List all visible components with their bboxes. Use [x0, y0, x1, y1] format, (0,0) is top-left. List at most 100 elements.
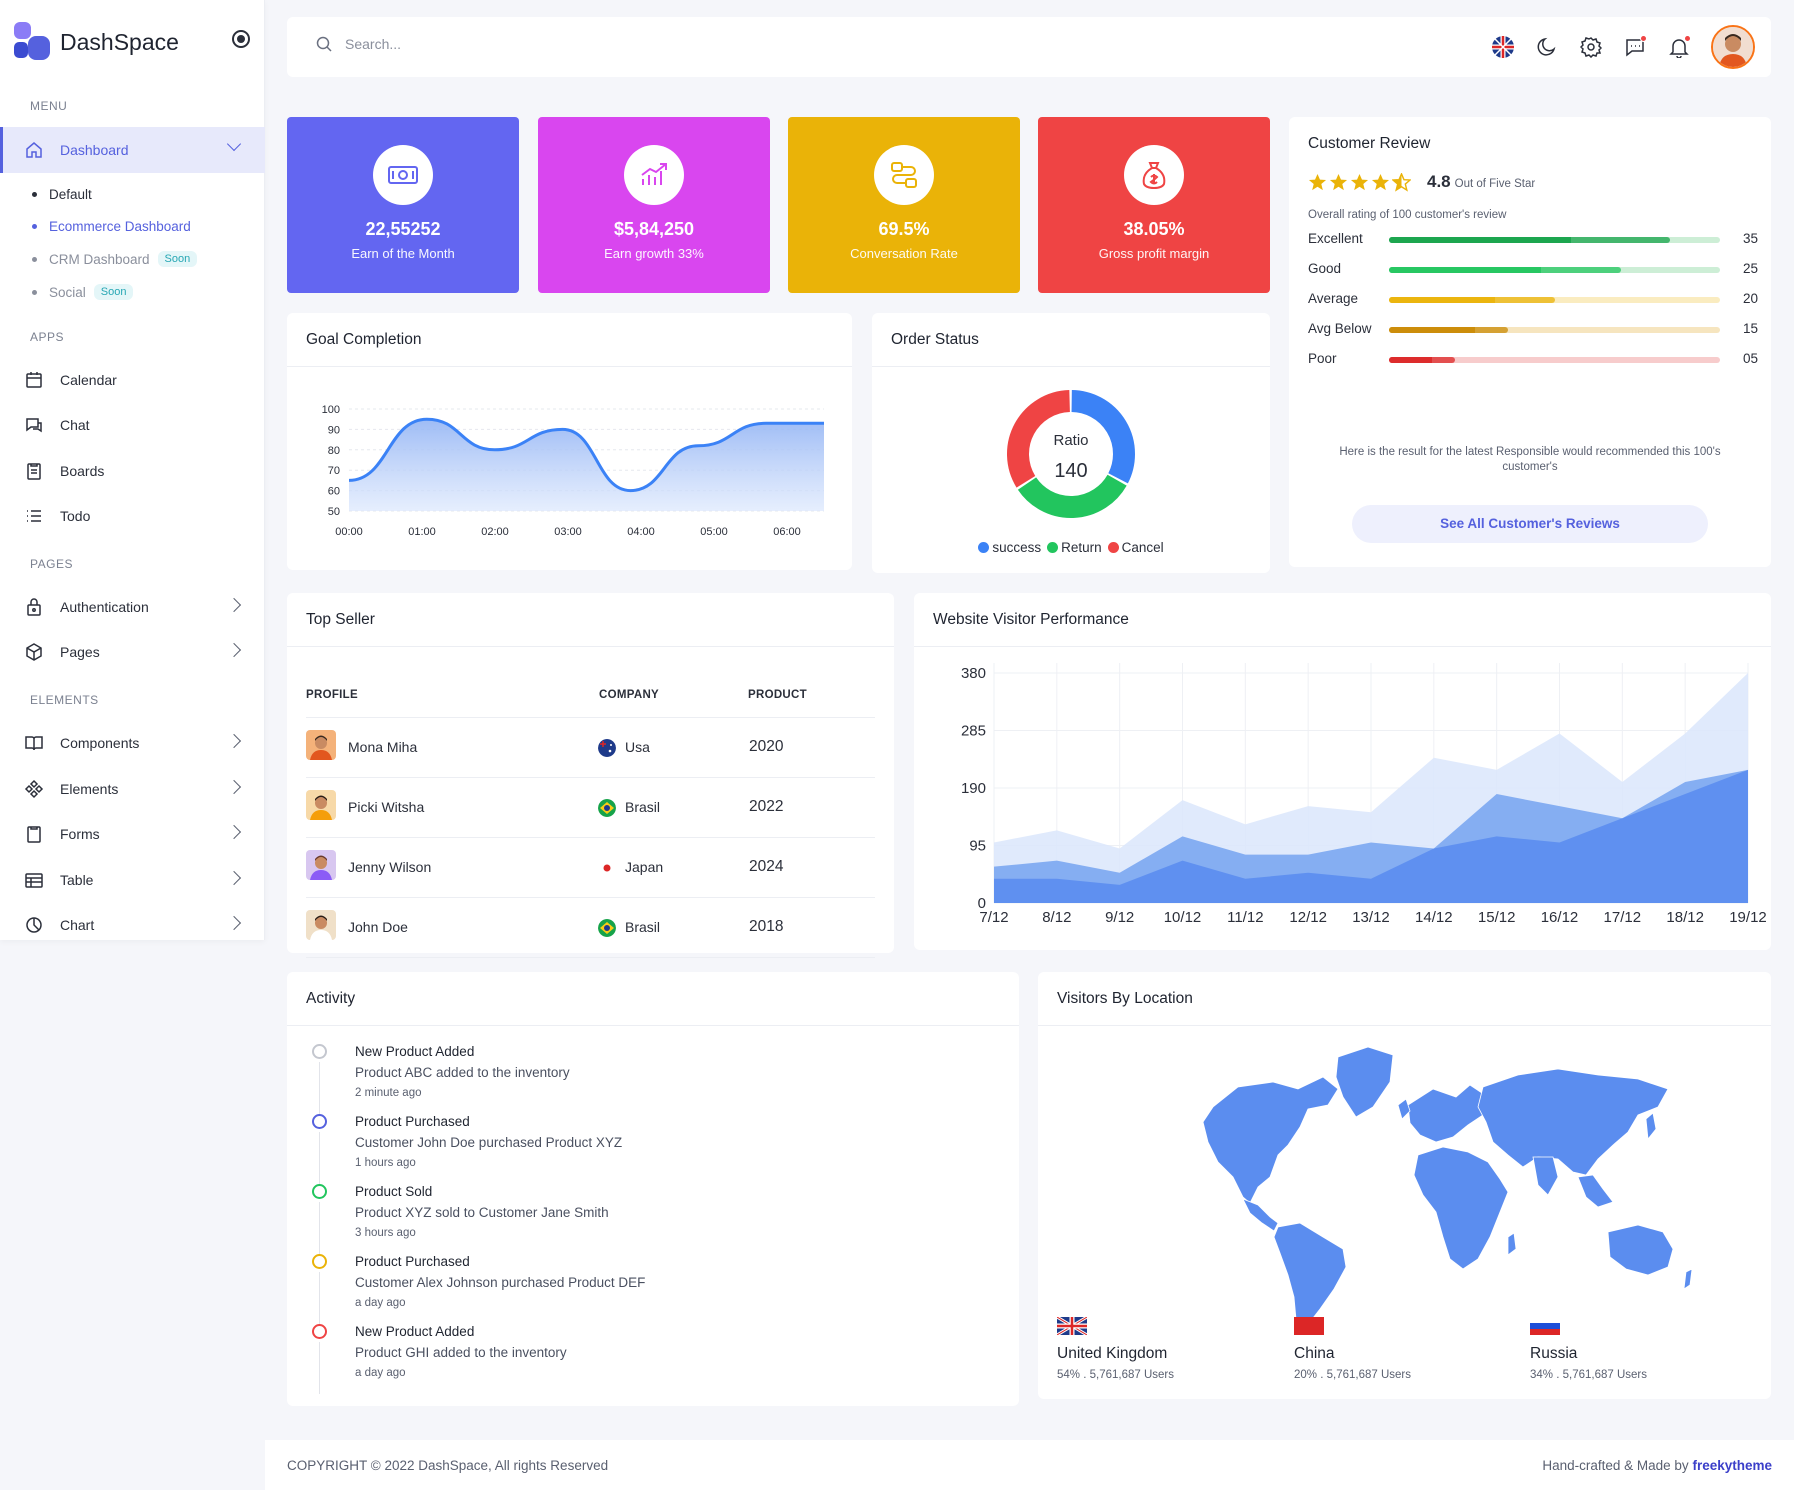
- activity-description: Product XYZ sold to Customer Jane Smith: [355, 1205, 609, 1220]
- bell-icon[interactable]: [1667, 35, 1691, 59]
- top-seller-card: Top Seller PROFILE COMPANY PRODUCT Mona …: [287, 593, 894, 958]
- star-icon: [1350, 173, 1369, 190]
- elements-section-label: ELEMENTS: [30, 693, 99, 707]
- sidebar-item-pages[interactable]: Pages: [0, 629, 265, 675]
- activity-time: 3 hours ago: [355, 1227, 416, 1239]
- sub-item-label: Ecommerce Dashboard: [49, 219, 191, 234]
- timeline-dot: [312, 1184, 327, 1199]
- notification-dot: [1684, 35, 1691, 42]
- sidebar-item-table[interactable]: Table: [0, 857, 265, 903]
- form-clipboard-icon: [24, 824, 44, 844]
- x-tick-label: 03:00: [554, 526, 582, 538]
- sidebar-item-components[interactable]: Components: [0, 720, 265, 766]
- moon-icon[interactable]: [1535, 35, 1559, 59]
- seller-name: Jenny Wilson: [348, 859, 432, 875]
- timeline-line: [319, 1202, 320, 1254]
- location-name: China: [1294, 1345, 1335, 1362]
- seller-avatar: [306, 730, 336, 760]
- y-tick-label: 50: [328, 506, 340, 518]
- table-row[interactable]: Jenny Wilson Japan 2024: [306, 837, 875, 897]
- x-tick-label: 18/12: [1666, 909, 1704, 926]
- activity-title: New Product Added: [355, 1044, 475, 1059]
- x-tick-label: 7/12: [979, 909, 1008, 926]
- sidebar-sub-crm[interactable]: CRM Dashboard Soon: [32, 251, 198, 267]
- stat-label: Earn growth 33%: [604, 246, 704, 261]
- brazil-flag-icon: [598, 919, 616, 937]
- sidebar-sub-default[interactable]: Default: [32, 187, 92, 202]
- star-half-icon: [1392, 172, 1411, 192]
- stat-value: $5,84,250: [613, 219, 695, 239]
- author-link[interactable]: freekytheme: [1692, 1458, 1772, 1473]
- sidebar-toggle-icon[interactable]: [232, 30, 250, 48]
- sidebar-item-dashboard[interactable]: Dashboard: [0, 127, 265, 173]
- x-tick-label: 04:00: [627, 526, 655, 538]
- search-bar[interactable]: [315, 35, 645, 53]
- sidebar-item-chat[interactable]: Chat: [0, 402, 265, 448]
- card-title: Activity: [306, 990, 356, 1007]
- x-tick-label: 19/12: [1729, 909, 1767, 926]
- activity-description: Product GHI added to the inventory: [355, 1345, 567, 1360]
- message-icon[interactable]: [1623, 35, 1647, 59]
- user-avatar[interactable]: [1711, 25, 1755, 69]
- column-header-profile: PROFILE: [306, 689, 358, 701]
- seller-company: Brasil: [625, 919, 661, 935]
- donut-legend: success Return Cancel: [872, 540, 1270, 555]
- footer: COPYRIGHT © 2022 DashSpace, All rights R…: [265, 1440, 1794, 1490]
- star-icon: [1308, 173, 1327, 190]
- sidebar-item-label: Authentication: [60, 599, 149, 615]
- chevron-down-icon: [226, 136, 242, 152]
- donut-slice-return: [1017, 474, 1127, 518]
- review-bar-fill-inner: [1389, 267, 1542, 273]
- star-icon: [1329, 173, 1348, 190]
- review-bar-fill-inner: [1389, 357, 1433, 363]
- see-all-reviews-button[interactable]: See All Customer's Reviews: [1352, 505, 1708, 543]
- chat-icon: [24, 415, 44, 435]
- clipboard-icon: [24, 461, 44, 481]
- timeline-dot: [312, 1044, 327, 1059]
- gear-icon[interactable]: [1579, 35, 1603, 59]
- sidebar-item-todo[interactable]: Todo: [0, 493, 265, 539]
- table-row[interactable]: Picki Witsha Brasil 2022: [306, 777, 875, 837]
- timeline-line: [319, 1272, 320, 1324]
- order-status-donut: [1007, 390, 1135, 518]
- table-row[interactable]: Mona Miha Usa 2020: [306, 717, 875, 777]
- review-bar-track: [1389, 327, 1720, 333]
- activity-title: New Product Added: [355, 1324, 475, 1339]
- made-by-label: Hand-crafted & Made by: [1542, 1458, 1689, 1473]
- brand[interactable]: DashSpace: [14, 20, 179, 64]
- money-icon: [373, 145, 433, 205]
- card-title: Visitors By Location: [1057, 990, 1193, 1007]
- seller-avatar: [306, 910, 336, 940]
- menu-section-label: MENU: [30, 99, 68, 113]
- chevron-right-icon: [226, 779, 242, 795]
- stat-card-earn-month[interactable]: 22,55252 Earn of the Month: [287, 117, 519, 293]
- column-header-company: COMPANY: [599, 689, 660, 701]
- review-row-label: Excellent: [1308, 231, 1363, 246]
- calendar-icon: [24, 370, 44, 390]
- sidebar-item-forms[interactable]: Forms: [0, 811, 265, 857]
- search-input[interactable]: [345, 36, 645, 52]
- uk-flag-icon: [1056, 1315, 1088, 1337]
- route-icon: [874, 145, 934, 205]
- activity-time: 1 hours ago: [355, 1157, 416, 1169]
- stat-card-earn-growth[interactable]: $5,84,250 Earn growth 33%: [538, 117, 770, 293]
- sidebar-item-calendar[interactable]: Calendar: [0, 357, 265, 403]
- stat-card-profit-margin[interactable]: 38.05% Gross profit margin: [1038, 117, 1270, 293]
- uk-flag-icon[interactable]: [1491, 35, 1515, 59]
- sidebar-item-chart[interactable]: Chart: [0, 902, 265, 948]
- stat-card-conversion[interactable]: 69.5% Conversation Rate: [788, 117, 1020, 293]
- china-flag-icon: [1294, 1317, 1324, 1335]
- seller-company: Usa: [625, 739, 650, 755]
- sidebar-item-boards[interactable]: Boards: [0, 448, 265, 494]
- notification-dot: [1640, 35, 1647, 42]
- column-header-product: PRODUCT: [748, 689, 807, 701]
- table-icon: [24, 870, 44, 890]
- sidebar-sub-social[interactable]: Social Soon: [32, 284, 134, 300]
- sub-item-label: CRM Dashboard: [49, 251, 150, 267]
- table-row[interactable]: John Doe Brasil 2018: [306, 897, 875, 957]
- sidebar-item-authentication[interactable]: Authentication: [0, 584, 265, 630]
- sidebar-sub-ecommerce[interactable]: Ecommerce Dashboard: [32, 219, 191, 234]
- sidebar-item-elements[interactable]: Elements: [0, 766, 265, 812]
- legend-item-success: success: [978, 540, 1041, 555]
- y-tick-label: 0: [978, 895, 986, 912]
